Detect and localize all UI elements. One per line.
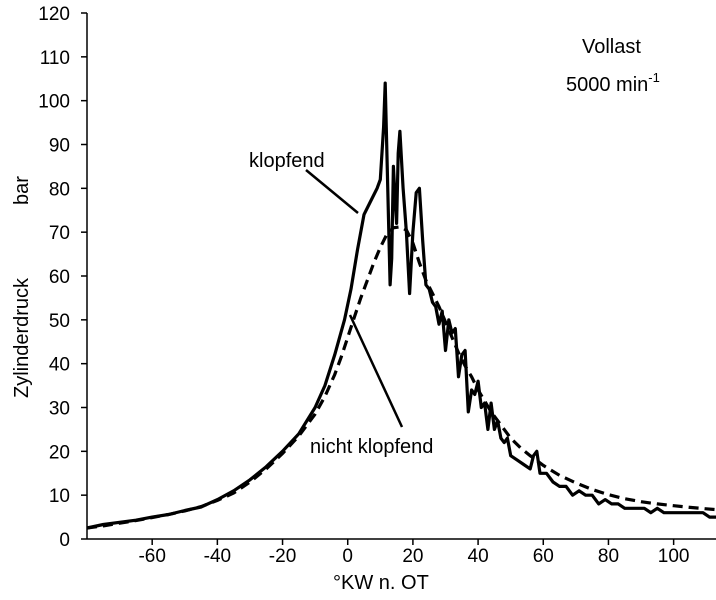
x-axis-title: °KW n. OT xyxy=(333,572,429,594)
y-tick-label: 60 xyxy=(49,267,70,288)
x-tick-label: -60 xyxy=(138,546,165,567)
y-tick-label: 20 xyxy=(49,442,70,463)
y-tick-label: 110 xyxy=(40,48,70,69)
y-tick-label: 80 xyxy=(49,179,70,200)
x-tick-label: 40 xyxy=(468,546,489,567)
tick-marks xyxy=(81,12,675,545)
leader-line-klopfend xyxy=(305,169,359,214)
y-tick-label: 90 xyxy=(49,136,70,157)
x-tick-label: -40 xyxy=(204,546,231,567)
x-tick-labels: -60 -40 -20 0 20 40 60 80 100 xyxy=(138,546,689,567)
y-axis-unit: bar xyxy=(11,176,33,205)
condition-speed-base: 5000 min xyxy=(566,74,648,96)
x-tick-label: 0 xyxy=(342,546,353,567)
y-axis-title: Zylinderdruck xyxy=(11,277,33,398)
y-tick-labels: 0 10 20 30 40 50 60 70 80 90 100 110 120 xyxy=(38,4,70,551)
y-tick-label: 70 xyxy=(49,223,70,244)
x-tick-label: 20 xyxy=(402,546,423,567)
x-tick-label: 60 xyxy=(533,546,554,567)
x-tick-label: 80 xyxy=(598,546,619,567)
y-tick-label: 0 xyxy=(59,530,70,551)
y-tick-label: 30 xyxy=(49,399,70,420)
y-tick-label: 50 xyxy=(49,311,70,332)
annotation-klopfend: klopfend xyxy=(249,150,325,172)
series-line-nicht-klopfend xyxy=(86,225,716,530)
x-tick-label: -20 xyxy=(269,546,296,567)
annotation-nicht-klopfend: nicht klopfend xyxy=(310,436,433,458)
y-tick-label: 120 xyxy=(38,4,70,25)
leader-line-nicht-klopfend xyxy=(348,314,404,428)
y-tick-label: 10 xyxy=(49,486,70,507)
y-tick-label: 100 xyxy=(38,92,70,113)
condition-label-vollast: Vollast xyxy=(582,36,641,58)
y-tick-label: 40 xyxy=(49,355,70,376)
x-tick-label: 100 xyxy=(658,546,690,567)
condition-label-speed: 5000 min-1 xyxy=(566,70,660,96)
condition-speed-exponent: -1 xyxy=(648,70,660,85)
series-line-klopfend xyxy=(86,81,716,530)
